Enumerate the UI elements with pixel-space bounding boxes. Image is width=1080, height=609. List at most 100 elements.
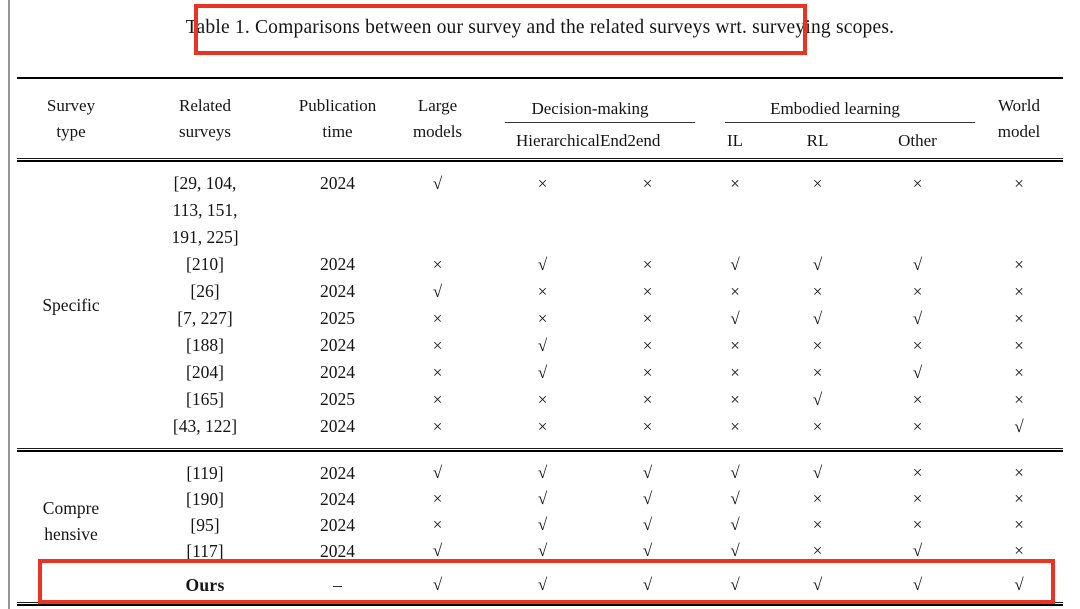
decision-making-underline	[505, 122, 695, 123]
mark-cell-other: √	[912, 575, 923, 594]
mark-cell-world-model: ×	[1014, 363, 1024, 382]
mark-cell-large-models: ×	[432, 255, 443, 274]
publication-time-cell: –	[333, 575, 342, 595]
related-surveys-cell: [188]	[186, 335, 224, 355]
mark-cell-world-model: √	[1014, 417, 1024, 436]
mark-cell-world-model: ×	[1014, 255, 1024, 274]
mark-cell-world-model: ×	[1014, 336, 1024, 355]
mark-cell-rl: ×	[812, 363, 823, 382]
mark-cell-other: ×	[912, 282, 923, 301]
decision-making-label: Decision-making	[531, 99, 649, 118]
mark-cell-large-models: ×	[432, 363, 443, 382]
mark-cell-hierarchical: √	[537, 336, 548, 355]
mark-cell-large-models: ×	[432, 336, 443, 355]
publication-time-cell: 2024	[320, 335, 355, 355]
mark-cell-end2end: √	[642, 463, 653, 482]
mark-cell-hierarchical: √	[537, 255, 548, 274]
mark-cell-large-models: ×	[432, 309, 443, 328]
related-surveys-cell: [7, 227]	[177, 308, 233, 328]
mark-cell-other: ×	[912, 489, 923, 508]
mark-cell-il: √	[730, 541, 740, 560]
mark-cell-il: ×	[730, 363, 740, 382]
mark-cell-il: √	[730, 309, 740, 328]
mark-cell-hierarchical: ×	[537, 174, 548, 193]
related-surveys-cell: [190]	[186, 489, 224, 509]
publication-time-cell: 2024	[320, 463, 355, 483]
mark-cell-world-model: ×	[1014, 390, 1024, 409]
related-surveys-cell: [43, 122]	[172, 416, 238, 436]
header-rl: RL	[806, 130, 829, 150]
table-caption: Table 1. Comparisons between our survey …	[185, 17, 895, 38]
mark-cell-large-models: ×	[432, 390, 443, 409]
mark-cell-end2end: ×	[642, 282, 653, 301]
table-top-rule	[17, 77, 1063, 79]
mark-cell-other: ×	[912, 174, 923, 193]
mark-cell-world-model: ×	[1014, 489, 1024, 508]
section-specific: Specific [29, 104, 113, 151, 191, 225] 2…	[17, 162, 1063, 448]
related-surveys-cell: [29, 104, 113, 151, 191, 225]	[171, 173, 239, 247]
table-row-ours: Ours – √ √ √ √ √ √ √	[17, 564, 1063, 602]
table-row: [117] 2024 √ √ √ √ × √ ×	[17, 538, 1063, 564]
mark-cell-other: ×	[912, 390, 923, 409]
mark-cell-rl: ×	[812, 174, 823, 193]
mark-cell-il: √	[730, 515, 740, 534]
table-row: [43, 122] 2024 × × × × × × √	[17, 413, 1063, 440]
mark-cell-other: √	[912, 363, 923, 382]
mark-cell-hierarchical: ×	[537, 417, 548, 436]
mark-cell-large-models: √	[432, 282, 443, 301]
mark-cell-other: √	[912, 541, 923, 560]
mark-cell-hierarchical: ×	[537, 282, 548, 301]
header-publication-time: Publication time	[298, 95, 377, 141]
mark-cell-il: √	[730, 489, 740, 508]
mark-cell-il: √	[730, 463, 740, 482]
publication-time-cell: 2024	[320, 173, 355, 193]
related-surveys-cell: [165]	[186, 389, 224, 409]
table-row: [165] 2025 × × × × √ × ×	[17, 386, 1063, 413]
mark-cell-rl: ×	[812, 489, 823, 508]
page-border-left	[8, 0, 10, 609]
mark-cell-hierarchical: ×	[537, 309, 548, 328]
mark-cell-il: √	[730, 575, 740, 594]
mark-cell-il: ×	[730, 417, 740, 436]
mark-cell-other: ×	[912, 463, 923, 482]
header-related-surveys: Related surveys	[179, 95, 231, 141]
table-row: [7, 227] 2025 × × × √ √ √ ×	[17, 305, 1063, 332]
publication-time-cell: 2024	[320, 254, 355, 274]
mark-cell-other: √	[912, 255, 923, 274]
mark-cell-end2end: ×	[642, 390, 653, 409]
mark-cell-hierarchical: √	[537, 363, 548, 382]
mark-cell-hierarchical: √	[537, 515, 548, 534]
header-group-decision-making: Decision-making	[485, 79, 695, 123]
header-other: Other	[898, 130, 937, 150]
mark-cell-large-models: √	[432, 174, 443, 193]
mark-cell-large-models: ×	[432, 417, 443, 436]
header-end2end: End2end	[600, 130, 661, 150]
header-large-models: Large models	[412, 95, 463, 141]
publication-time-cell: 2025	[320, 389, 355, 409]
publication-time-cell: 2024	[320, 416, 355, 436]
publication-time-cell: 2024	[320, 362, 355, 382]
mark-cell-other: √	[912, 309, 923, 328]
mark-cell-rl: √	[812, 309, 823, 328]
publication-time-cell: 2024	[320, 281, 355, 301]
embodied-learning-label: Embodied learning	[770, 99, 900, 118]
related-surveys-cell: [95]	[190, 515, 220, 535]
table-header: Survey type Related surveys Publication …	[17, 79, 1063, 158]
mark-cell-large-models: ×	[432, 489, 443, 508]
mark-cell-rl: ×	[812, 336, 823, 355]
table-row: [188] 2024 × √ × × × × ×	[17, 332, 1063, 359]
mark-cell-end2end: ×	[642, 363, 653, 382]
mark-cell-end2end: √	[642, 515, 653, 534]
section-label-specific: Specific	[42, 295, 100, 315]
comparison-table: Survey type Related surveys Publication …	[17, 77, 1063, 606]
mark-cell-world-model: ×	[1014, 515, 1024, 534]
section-divider-rule	[17, 448, 1063, 452]
table-row: [26] 2024 √ × × × × × ×	[17, 278, 1063, 305]
mark-cell-world-model: √	[1014, 575, 1024, 594]
mark-cell-world-model: ×	[1014, 463, 1024, 482]
mark-cell-end2end: ×	[642, 336, 653, 355]
mark-cell-rl: √	[812, 575, 823, 594]
mark-cell-rl: √	[812, 255, 823, 274]
publication-time-cell: 2024	[320, 489, 355, 509]
